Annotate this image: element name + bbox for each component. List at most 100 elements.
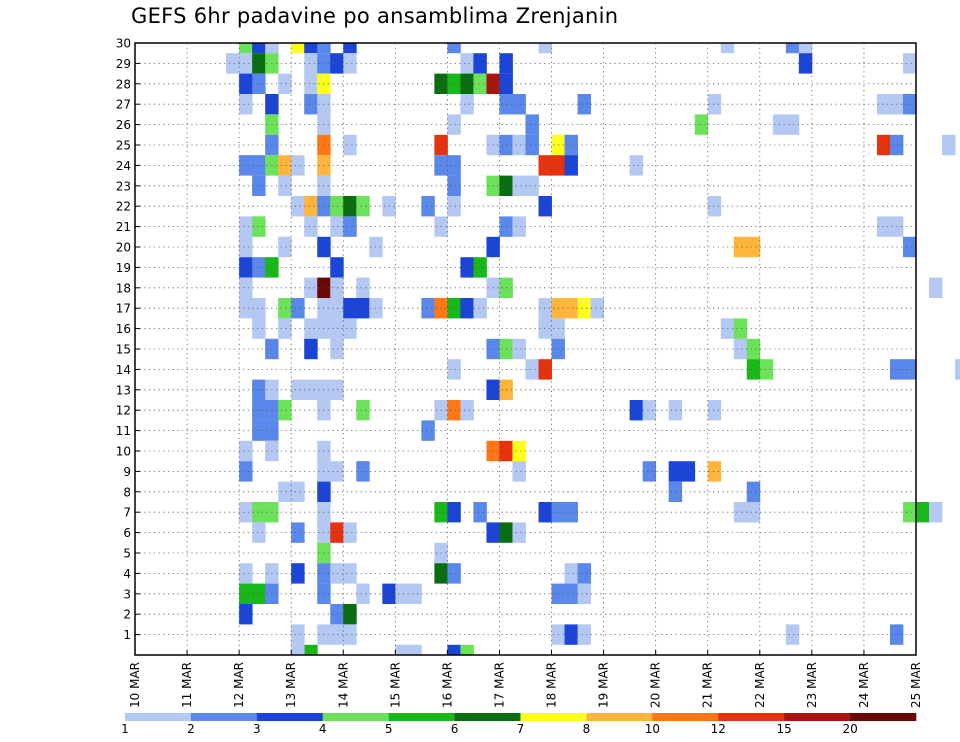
heatmap-cell [291, 624, 305, 645]
heatmap-cell [304, 318, 318, 339]
heatmap-cell [330, 298, 344, 319]
heatmap-cell [252, 298, 266, 319]
heatmap-cell [330, 624, 344, 645]
heatmap-cell [239, 236, 253, 258]
heatmap-cell [525, 175, 539, 196]
heatmap-cell [343, 216, 357, 237]
heatmap-cell [798, 43, 813, 54]
heatmap-cell [239, 43, 253, 54]
y-tick-label: 22 [116, 200, 131, 214]
heatmap-cell [447, 43, 461, 54]
heatmap-cell [330, 53, 344, 74]
heatmap-cell [447, 644, 461, 655]
y-tick-label: 4 [123, 567, 131, 581]
x-tick-label: 15 MAR [388, 662, 402, 708]
heatmap-cell [929, 277, 943, 298]
heatmap-cell [252, 400, 266, 421]
heatmap-cell [538, 155, 552, 176]
heatmap-cell [499, 440, 513, 462]
legend-swatch [784, 713, 851, 721]
heatmap-cell [304, 216, 318, 237]
heatmap-cell [343, 196, 357, 217]
heatmap-cell [330, 461, 344, 482]
heatmap-cell [590, 298, 604, 319]
heatmap-cell [447, 175, 461, 196]
heatmap-cell [564, 563, 578, 584]
heatmap-cell [460, 94, 474, 115]
legend-label: 8 [583, 722, 591, 736]
heatmap-cell [291, 563, 305, 584]
heatmap-cell [707, 196, 722, 217]
heatmap-cell [239, 298, 253, 319]
heatmap-cell [278, 400, 292, 421]
heatmap-cell [252, 257, 266, 278]
heatmap-cell [577, 94, 591, 115]
heatmap-cell [902, 236, 917, 258]
heatmap-cell [226, 53, 240, 74]
heatmap-cell [955, 359, 960, 380]
heatmap-cell [916, 502, 930, 523]
legend-label: 6 [451, 722, 459, 736]
y-tick-label: 24 [116, 159, 131, 173]
heatmap-cell [577, 583, 591, 604]
y-tick-label: 6 [123, 526, 131, 540]
gridlines [135, 42, 916, 655]
heatmap-cell [343, 604, 357, 625]
heatmap-cell [447, 359, 461, 380]
heatmap-cell [473, 53, 487, 74]
heatmap-cell [252, 53, 266, 74]
heatmap-cell [291, 196, 305, 217]
heatmap-cell [564, 134, 578, 156]
heatmap-cell [278, 481, 292, 502]
y-tick-label: 30 [116, 37, 131, 51]
x-tick-label: 10 MAR [128, 662, 142, 708]
heatmap-cell [707, 461, 722, 482]
heatmap-cell [538, 502, 552, 523]
legend-swatch [388, 713, 455, 721]
heatmap-cell [785, 624, 800, 645]
heatmap-cell [356, 298, 370, 319]
heatmap-cell [304, 277, 318, 298]
heatmap-cell [460, 53, 474, 74]
heatmap-cell [304, 196, 318, 217]
heatmap-cell [473, 298, 487, 319]
heatmap-cell [564, 298, 578, 319]
heatmap-cell [720, 43, 735, 54]
heatmap-cell [642, 461, 657, 482]
color-legend: 1 2 3 4 5 6 7 8 10 12 15 20 [121, 713, 917, 736]
heatmap-cell [499, 522, 513, 543]
y-tick-label: 19 [116, 261, 131, 275]
y-tick-label: 23 [116, 179, 131, 193]
x-tick-label: 21 MAR [701, 662, 715, 708]
heatmap-cell [564, 155, 578, 176]
y-tick-label: 7 [123, 506, 131, 520]
heatmap-cell [369, 298, 383, 319]
heatmap-cell [317, 43, 331, 54]
heatmap-cell [239, 440, 253, 462]
heatmap-cell [343, 134, 357, 156]
heatmap-cell [330, 379, 344, 400]
heatmap-cell [447, 155, 461, 176]
heatmap-cell [304, 43, 318, 54]
y-tick-label: 10 [116, 445, 131, 459]
heatmap-cell [447, 114, 461, 135]
heatmap-cell [343, 53, 357, 74]
heatmap-cell [694, 114, 709, 135]
x-tick-label: 25 MAR [909, 662, 923, 708]
y-tick-label: 27 [116, 98, 131, 112]
heatmap-cell [902, 94, 917, 115]
y-tick-label: 8 [123, 485, 131, 499]
heatmap-cell [330, 257, 344, 278]
heatmap-cell [447, 298, 461, 319]
heatmap-cell [629, 155, 644, 176]
heatmap-cell [746, 481, 761, 502]
heatmap-cell [330, 604, 344, 625]
legend-swatch [520, 713, 587, 721]
heatmap-cell [668, 461, 683, 482]
y-tick-label: 17 [116, 302, 131, 316]
heatmap-cell [642, 400, 657, 421]
heatmap-cell [239, 216, 253, 237]
legend-label: 2 [187, 722, 195, 736]
heatmap-cell [564, 624, 578, 645]
heatmap-cell [356, 400, 370, 421]
